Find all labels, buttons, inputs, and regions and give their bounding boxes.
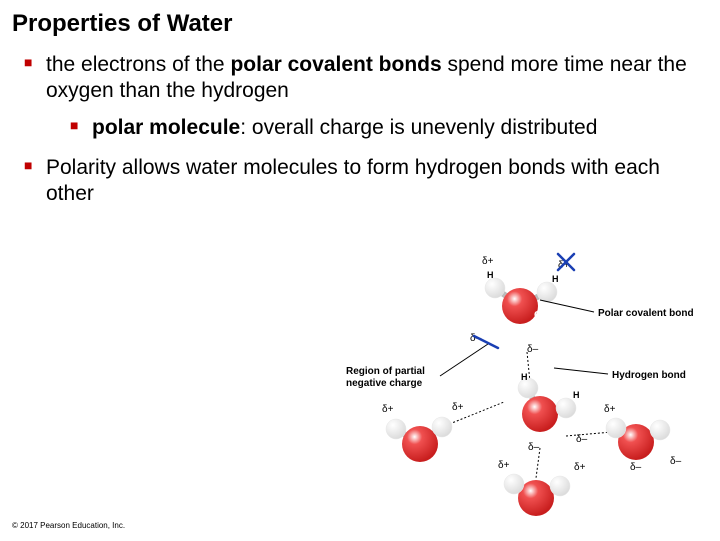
svg-text:δ+: δ+	[482, 256, 494, 267]
svg-text:δ–: δ–	[670, 456, 682, 467]
svg-text:H: H	[552, 274, 559, 284]
bullet-list: the electrons of the polar covalent bond…	[0, 52, 720, 207]
svg-text:δ+: δ+	[452, 402, 464, 413]
text: the electrons of the	[46, 53, 230, 76]
svg-text:O: O	[554, 422, 562, 433]
sub-bullet-item: polar molecule: overall charge is uneven…	[70, 115, 700, 141]
svg-text:negative charge: negative charge	[346, 378, 423, 389]
bold-text: polar covalent bonds	[230, 53, 441, 76]
svg-text:H: H	[521, 372, 528, 382]
svg-text:δ–: δ–	[527, 344, 539, 355]
water-molecule-diagram: δ+δ+δ–δ–OHHδ+δ+δ–δ–OHHδ+δ+δ+δ–δ–Polar co…	[330, 246, 710, 536]
svg-text:Hydrogen bond: Hydrogen bond	[612, 370, 686, 381]
copyright-text: © 2017 Pearson Education, Inc.	[12, 521, 125, 530]
text: Polarity allows water molecules to form …	[46, 156, 660, 205]
svg-text:δ+: δ+	[574, 462, 586, 473]
svg-text:δ–: δ–	[630, 462, 642, 473]
svg-text:H: H	[487, 270, 494, 280]
bold-text: polar molecule	[92, 116, 240, 139]
svg-text:Polar covalent bond: Polar covalent bond	[598, 308, 694, 319]
svg-text:Region of partial: Region of partial	[346, 366, 425, 377]
bullet-item: the electrons of the polar covalent bond…	[24, 52, 700, 141]
bullet-item: Polarity allows water molecules to form …	[24, 155, 700, 208]
svg-text:δ+: δ+	[498, 460, 510, 471]
svg-text:δ+: δ+	[604, 404, 616, 415]
text: : overall charge is unevenly distributed	[240, 116, 597, 139]
svg-text:O: O	[534, 310, 542, 321]
svg-text:H: H	[573, 390, 580, 400]
sub-list: polar molecule: overall charge is uneven…	[46, 115, 700, 141]
svg-text:δ–: δ–	[528, 442, 540, 453]
page-title: Properties of Water	[0, 0, 720, 52]
svg-text:δ+: δ+	[382, 404, 394, 415]
svg-text:δ–: δ–	[576, 434, 588, 445]
